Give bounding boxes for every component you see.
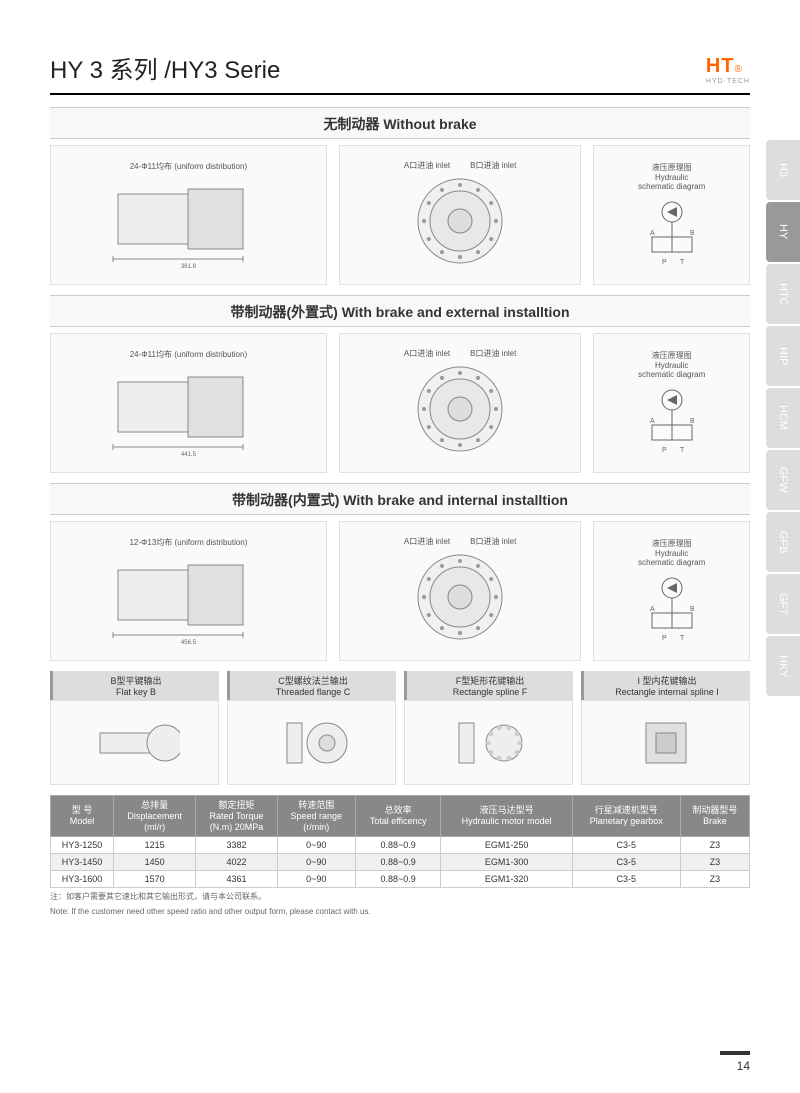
output-title-3: I 型内花键输出Rectangle internal spline I bbox=[581, 671, 750, 700]
table-header: 转速范围Speed range(r/min) bbox=[277, 796, 355, 837]
table-header: 总效率Total efficency bbox=[355, 796, 441, 837]
page-number: 14 bbox=[720, 1051, 750, 1073]
svg-text:B: B bbox=[690, 606, 695, 613]
section-title-1: 带制动器(外置式) With brake and external instal… bbox=[50, 295, 750, 327]
footnote-en: Note: If the customer need other speed r… bbox=[50, 907, 750, 917]
output-diagram-1 bbox=[227, 700, 396, 785]
side-tab-h3[interactable]: H3 bbox=[766, 140, 800, 200]
svg-text:P: P bbox=[662, 259, 667, 266]
logo-text: HT bbox=[706, 55, 735, 77]
side-view-diagram: 12-Φ13均布 (uniform distribution) 456.5 bbox=[50, 521, 327, 661]
svg-text:A: A bbox=[650, 418, 655, 425]
diagram-row-2: 12-Φ13均布 (uniform distribution) 456.5 A口… bbox=[50, 521, 750, 661]
svg-text:A: A bbox=[650, 606, 655, 613]
side-tab-hcm[interactable]: HCM bbox=[766, 388, 800, 448]
diagram-row-1: 24-Φ11均布 (uniform distribution) 441.5 A口… bbox=[50, 333, 750, 473]
svg-text:T: T bbox=[680, 447, 685, 454]
svg-text:T: T bbox=[680, 635, 685, 642]
hydraulic-schematic: 液压原理图Hydraulicschematic diagram AB PT bbox=[593, 521, 750, 661]
side-view-diagram: 24-Φ11均布 (uniform distribution) 361.8 bbox=[50, 145, 327, 285]
output-title-1: C型螺纹法兰输出Threaded flange C bbox=[227, 671, 396, 700]
output-diagram-2 bbox=[404, 700, 573, 785]
table-header: 制动器型号Brake bbox=[680, 796, 749, 837]
table-header: 总排量Displacement(ml/r) bbox=[113, 796, 195, 837]
output-diagram-3 bbox=[581, 700, 750, 785]
svg-text:P: P bbox=[662, 635, 667, 642]
front-view-diagram: A口进油 inletB口进油 inlet bbox=[339, 145, 582, 285]
section-title-2: 带制动器(内置式) With brake and internal instal… bbox=[50, 483, 750, 515]
table-row: HY3-1250121533820~900.88~0.9EGM1-250C3-5… bbox=[51, 837, 750, 854]
diagram-row-0: 24-Φ11均布 (uniform distribution) 361.8 A口… bbox=[50, 145, 750, 285]
side-tab-hky[interactable]: HKY bbox=[766, 636, 800, 696]
output-types-row: B型平键输出Flat key B C型螺纹法兰输出Threaded flange… bbox=[50, 671, 750, 785]
side-tab-gfb[interactable]: GFB bbox=[766, 512, 800, 572]
brand-logo: HT® HYD·TECH bbox=[706, 55, 750, 85]
section-title-0: 无制动器 Without brake bbox=[50, 107, 750, 139]
hydraulic-schematic: 液压原理图Hydraulicschematic diagram AB PT bbox=[593, 145, 750, 285]
footnote-cn: 注：如客户需要其它速比和其它输出形式，请与本公司联系。 bbox=[50, 892, 750, 902]
svg-text:A: A bbox=[650, 230, 655, 237]
output-title-0: B型平键输出Flat key B bbox=[50, 671, 219, 700]
table-header: 额定扭矩Rated Torque(N.m) 20MPa bbox=[196, 796, 277, 837]
page-title: HY 3 系列 /HY3 Serie bbox=[50, 50, 280, 85]
table-header: 行星减速机型号Planetary gearbox bbox=[572, 796, 680, 837]
svg-text:T: T bbox=[680, 259, 685, 266]
side-tab-gfw[interactable]: GFW bbox=[766, 450, 800, 510]
front-view-diagram: A口进油 inletB口进油 inlet bbox=[339, 521, 582, 661]
side-tab-hip[interactable]: HIP bbox=[766, 326, 800, 386]
hydraulic-schematic: 液压原理图Hydraulicschematic diagram AB PT bbox=[593, 333, 750, 473]
svg-text:B: B bbox=[690, 418, 695, 425]
logo-subtitle: HYD·TECH bbox=[706, 78, 750, 85]
output-diagram-0 bbox=[50, 700, 219, 785]
side-view-diagram: 24-Φ11均布 (uniform distribution) 441.5 bbox=[50, 333, 327, 473]
page-header: HY 3 系列 /HY3 Serie HT® HYD·TECH bbox=[50, 50, 750, 95]
side-tab-gft[interactable]: GFT bbox=[766, 574, 800, 634]
spec-table: 型 号Model总排量Displacement(ml/r)额定扭矩Rated T… bbox=[50, 795, 750, 888]
table-header: 液压马达型号Hydraulic motor model bbox=[441, 796, 572, 837]
svg-text:B: B bbox=[690, 230, 695, 237]
front-view-diagram: A口进油 inletB口进油 inlet bbox=[339, 333, 582, 473]
svg-text:P: P bbox=[662, 447, 667, 454]
table-row: HY3-1450145040220~900.88~0.9EGM1-300C3-5… bbox=[51, 854, 750, 871]
table-row: HY3-1600157043610~900.88~0.9EGM1-320C3-5… bbox=[51, 871, 750, 888]
table-header: 型 号Model bbox=[51, 796, 114, 837]
side-tab-hy[interactable]: HY bbox=[766, 202, 800, 262]
side-tab-htc[interactable]: HTC bbox=[766, 264, 800, 324]
output-title-2: F型矩形花键输出Rectangle spline F bbox=[404, 671, 573, 700]
side-tabs: H3HYHTCHIPHCMGFWGFBGFTHKY bbox=[766, 140, 800, 698]
